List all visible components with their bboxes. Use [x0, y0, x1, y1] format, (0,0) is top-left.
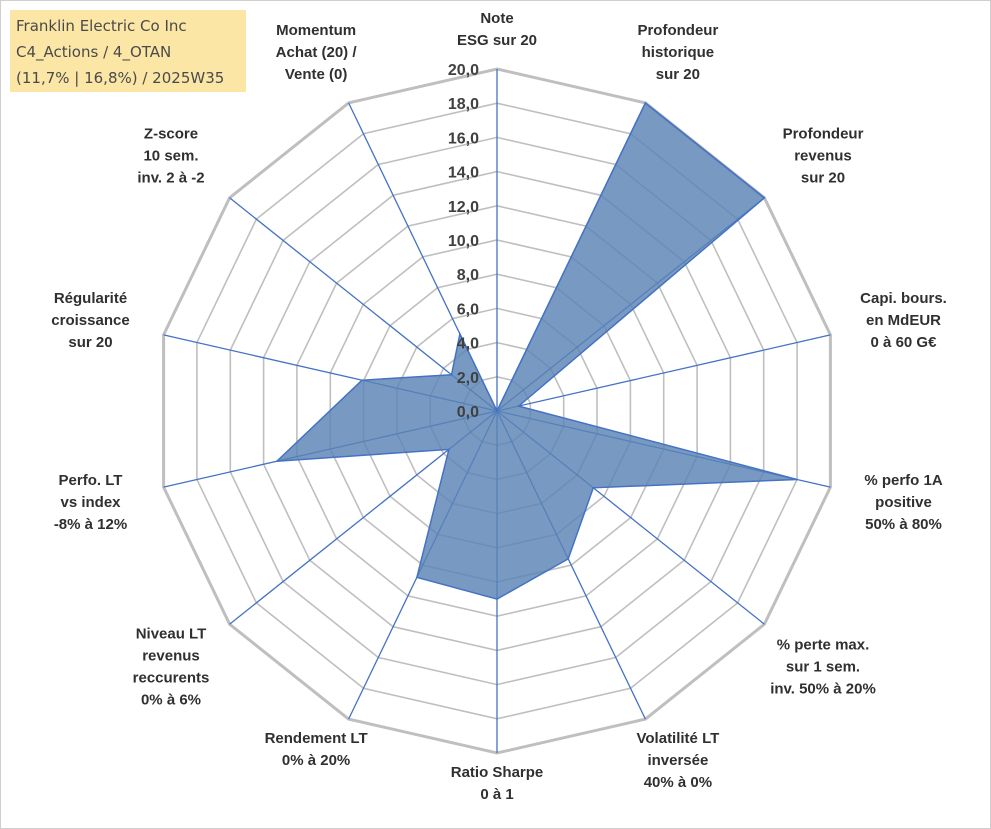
data-point — [459, 333, 461, 335]
axis-label-line: Z-score — [144, 125, 198, 142]
axis-label-line: 0 à 60 G€ — [871, 334, 938, 351]
tick-label: 8,0 — [457, 267, 479, 284]
axis-label: Note ESG sur 20 — [457, 10, 537, 49]
axis-label: Volatilité LT inversée 40% à 0% — [637, 730, 720, 791]
data-point — [496, 598, 498, 600]
tick-label: 4,0 — [457, 336, 479, 353]
axis-label-line: Niveau LT — [136, 626, 207, 643]
axis-label-line: Achat (20) / — [276, 44, 358, 61]
axis-label: Rendement LT 0% à 20% — [265, 730, 368, 769]
tick-label: 6,0 — [457, 301, 479, 318]
axis-label-line: historique — [642, 44, 715, 61]
axis-label: Momentum Achat (20) / Vente (0) — [276, 22, 358, 83]
tick-label: 10,0 — [448, 233, 479, 250]
axis-label: Profondeur revenus sur 20 — [783, 125, 864, 186]
axis-label-line: Rendement LT — [265, 730, 368, 747]
axis-label: Ratio Sharpe 0 à 1 — [451, 764, 544, 803]
axis-label: % perte max. sur 1 sem. inv. 50% à 20% — [770, 637, 876, 698]
tick-label: 2,0 — [457, 370, 479, 387]
data-point — [361, 379, 363, 382]
axis-label-line: % perfo 1A — [864, 472, 943, 489]
axis-label-line: Momentum — [276, 22, 356, 39]
data-point — [763, 197, 766, 199]
axis-label-line: vs index — [60, 494, 121, 511]
data-point — [496, 410, 498, 412]
title-category: C4_Actions / 4_OTAN — [16, 43, 172, 61]
tick-label: 20,0 — [448, 62, 479, 79]
axis-label-line: 40% à 0% — [644, 774, 712, 791]
tick-label: 14,0 — [448, 165, 479, 182]
axis-label-line: Profondeur — [637, 22, 718, 39]
radar-axis-labels: Note ESG sur 20 Profondeur historique sur 20… — [51, 10, 947, 803]
axis-label-line: Ratio Sharpe — [451, 764, 544, 781]
data-point — [448, 448, 450, 451]
tick-label: 16,0 — [448, 130, 479, 147]
axis-label: Régularité croissance sur 20 — [51, 290, 129, 351]
data-point — [567, 558, 569, 560]
axis-label-line: 0 à 1 — [480, 786, 513, 803]
data-point — [517, 405, 520, 407]
tick-label: 0,0 — [457, 404, 479, 421]
axis-label-line: inv. 2 à -2 — [137, 169, 204, 186]
axis-label-line: 10 sem. — [143, 147, 198, 164]
axis-label-line: Capi. bours. — [860, 290, 947, 307]
title-company: Franklin Electric Co Inc — [16, 17, 187, 35]
tick-label: 12,0 — [448, 199, 479, 216]
data-point — [644, 102, 647, 104]
axis-label-line: ESG sur 20 — [457, 32, 537, 49]
radar-tick-labels: 0,0 2,0 4,0 6,0 8,0 10,0 12,0 14,0 16,0 18,0 20,0 — [448, 62, 479, 421]
axis-label-line: Profondeur — [783, 125, 864, 142]
data-point — [416, 576, 418, 579]
data-point — [592, 487, 595, 489]
axis-label-line: revenus — [142, 648, 200, 665]
axis-label-line: sur 20 — [801, 169, 845, 186]
data-point — [276, 460, 278, 463]
axis-label-line: Vente (0) — [285, 66, 348, 83]
axis-label-line: reccurents — [133, 670, 210, 687]
axis-label: Z-score 10 sem. inv. 2 à -2 — [137, 125, 204, 186]
axis-label-line: inversée — [647, 752, 708, 769]
axis-label-line: Volatilité LT — [637, 730, 720, 747]
data-point — [450, 374, 453, 376]
axis-label-line: Régularité — [54, 290, 127, 307]
axis-label: % perfo 1A positive 50% à 80% — [864, 472, 943, 533]
axis-label-line: inv. 50% à 20% — [770, 681, 876, 698]
axis-label-line: en MdEUR — [866, 312, 941, 329]
axis-label-line: Perfo. LT — [59, 472, 123, 489]
axis-label-line: 0% à 20% — [282, 752, 350, 769]
axis-spoke — [496, 334, 831, 412]
tick-label: 18,0 — [448, 96, 479, 113]
radar-series — [274, 101, 798, 600]
chart-title-box: Franklin Electric Co Inc C4_Actions / 4_… — [10, 10, 246, 92]
axis-label: Capi. bours. en MdEUR 0 à 60 G€ — [860, 290, 947, 351]
axis-label-line: sur 1 sem. — [786, 659, 860, 676]
data-point — [796, 478, 798, 481]
axis-label-line: 0% à 6% — [141, 692, 201, 709]
axis-label-line: revenus — [794, 147, 852, 164]
axis-label: Niveau LT revenus reccurents 0% à 6% — [133, 626, 210, 709]
axis-label-line: croissance — [51, 312, 129, 329]
axis-label-line: positive — [875, 494, 932, 511]
axis-label-line: 50% à 80% — [865, 516, 942, 533]
axis-label: Profondeur historique sur 20 — [637, 22, 718, 83]
axis-label-line: -8% à 12% — [54, 516, 127, 533]
axis-label-line: % perte max. — [777, 637, 870, 654]
title-stats: (11,7% | 16,8%) / 2025W35 — [16, 69, 225, 87]
axis-label: Perfo. LT vs index -8% à 12% — [54, 472, 127, 533]
axis-label-line: sur 20 — [68, 334, 112, 351]
axis-label-line: Note — [480, 10, 513, 27]
axis-label-line: sur 20 — [656, 66, 700, 83]
